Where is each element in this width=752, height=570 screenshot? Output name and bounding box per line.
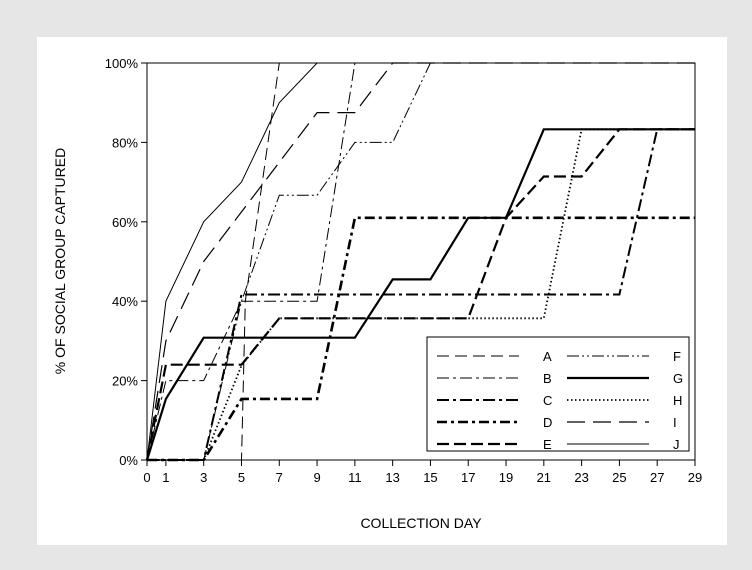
figure-panel: 0 1 3 5 7 9 11 13 15 17 19 21 23 25 27 29 0% 20% 40% 60% 80… xyxy=(37,37,727,545)
y-tick-label: 100% xyxy=(105,56,139,71)
legend-label-g: G xyxy=(673,371,683,386)
x-axis-label: COLLECTION DAY xyxy=(360,515,482,531)
series-line-h xyxy=(147,128,695,461)
series-line-d xyxy=(147,216,695,462)
legend-label-h: H xyxy=(673,393,682,408)
x-tick-label: 19 xyxy=(499,470,513,485)
x-tick-label: 17 xyxy=(461,470,475,485)
x-tick-label: 29 xyxy=(688,470,702,485)
legend-label-i: I xyxy=(673,415,677,430)
y-tick-label: 20% xyxy=(112,374,138,389)
legend-label-b: B xyxy=(543,371,552,386)
x-tick-label: 7 xyxy=(276,470,283,485)
x-tick-label: 0 xyxy=(143,470,150,485)
x-tick-label: 11 xyxy=(348,470,362,485)
x-tick-label: 9 xyxy=(313,470,320,485)
series-line-j xyxy=(146,62,695,461)
x-tick-label: 23 xyxy=(574,470,588,485)
x-tick-label: 21 xyxy=(537,470,551,485)
y-axis-ticks: 0% 20% 40% 60% 80% 100% xyxy=(105,56,147,468)
legend-label-d: D xyxy=(543,415,552,430)
y-tick-label: 40% xyxy=(112,294,138,309)
y-axis-label: % OF SOCIAL GROUP CAPTURED xyxy=(52,148,68,374)
series-layer xyxy=(145,62,695,462)
series-line-f xyxy=(147,62,695,461)
x-tick-label: 5 xyxy=(238,470,245,485)
legend-label-c: C xyxy=(543,393,552,408)
x-tick-label: 25 xyxy=(612,470,626,485)
y-tick-label: 0% xyxy=(119,453,138,468)
x-tick-label: 15 xyxy=(423,470,437,485)
legend-label-f: F xyxy=(673,349,681,364)
y-tick-label: 80% xyxy=(112,135,138,150)
legend-box xyxy=(426,336,690,452)
series-line-i xyxy=(146,62,695,461)
chart-svg: 0 1 3 5 7 9 11 13 15 17 19 21 23 25 27 29 0%20%40%60%80… xyxy=(52,56,702,531)
series-line-g xyxy=(145,128,695,461)
y-tick-label: 60% xyxy=(112,215,138,230)
legend-label-j: J xyxy=(673,437,680,452)
x-axis-ticks: 0 1 3 5 7 9 11 13 15 17 19 21 23 25 27 29 xyxy=(143,460,702,485)
x-tick-label: 13 xyxy=(385,470,399,485)
series-line-e xyxy=(145,128,695,461)
x-tick-label: 27 xyxy=(650,470,664,485)
legend-label-e: E xyxy=(543,437,552,452)
x-tick-label: 1 xyxy=(162,470,169,485)
legend-label-a: A xyxy=(543,349,552,364)
x-tick-label: 3 xyxy=(200,470,207,485)
